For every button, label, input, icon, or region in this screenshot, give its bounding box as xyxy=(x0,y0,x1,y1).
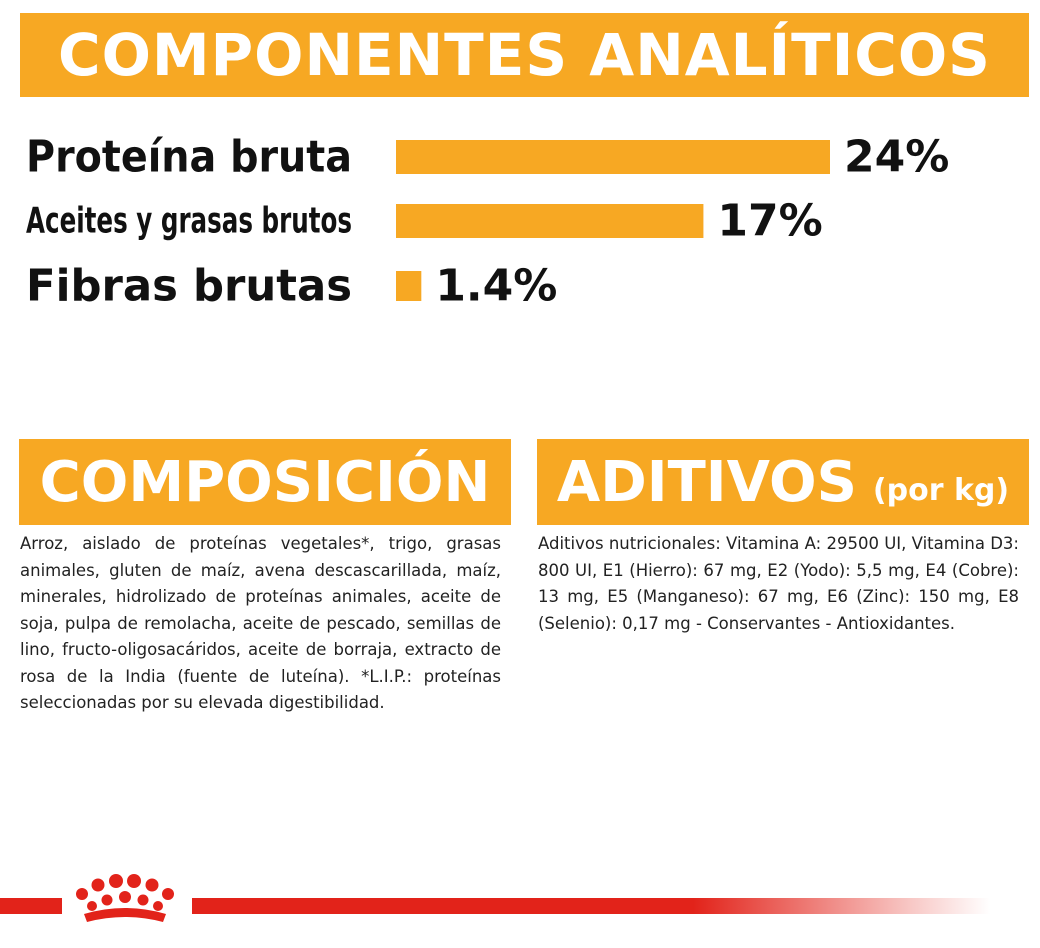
bar xyxy=(396,271,422,301)
additives-title: ADITIVOS xyxy=(556,449,857,515)
category-label: Proteína bruta xyxy=(26,132,352,183)
analytical-components-title: COMPONENTES ANALÍTICOS xyxy=(58,21,991,89)
analytical-components-banner: COMPONENTES ANALÍTICOS xyxy=(20,13,1029,97)
value-label: 17% xyxy=(717,196,822,247)
bar xyxy=(396,204,704,238)
bar xyxy=(396,140,830,174)
additives-text: Aditivos nutricionales: Vitamina A: 2950… xyxy=(538,534,1019,633)
footer-red-line xyxy=(0,898,990,914)
category-label: Fibras brutas xyxy=(26,261,352,312)
composition-banner: COMPOSICIÓN xyxy=(19,439,511,525)
composition-title: COMPOSICIÓN xyxy=(39,449,491,515)
value-label: 1.4% xyxy=(435,261,557,312)
analytical-bar-chart: Proteína bruta 24% Aceites y grasas brutos… xyxy=(26,132,949,312)
additives-banner: ADITIVOS (por kg) xyxy=(537,439,1029,525)
value-label: 24% xyxy=(844,132,949,183)
composition-text: Arroz, aislado de proteínas vegetales*, … xyxy=(20,534,501,712)
category-label: Aceites y grasas brutos xyxy=(26,201,352,242)
royal-crown-logo-icon xyxy=(76,874,174,922)
additives-subtitle: (por kg) xyxy=(872,472,1010,508)
logo-background xyxy=(62,868,192,938)
